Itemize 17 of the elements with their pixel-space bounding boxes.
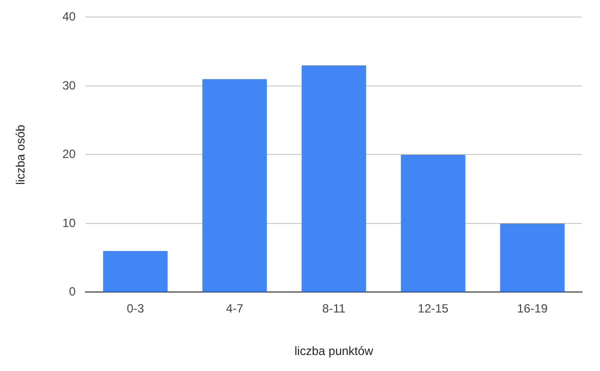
bar [500,223,565,292]
y-tick-label: 0 [69,284,76,299]
y-tick-label: 40 [62,10,76,24]
bar [302,65,366,292]
x-tick-label: 4-7 [226,302,244,316]
y-axis-title: liczba osób [14,124,28,185]
y-tick-label: 10 [62,216,76,230]
x-axis-title: liczba punktów [294,344,374,358]
x-tick-label: 16-19 [517,302,548,316]
y-tick-label: 20 [62,147,76,162]
x-tick-label: 12-15 [418,302,449,316]
x-tick-label: 8-11 [322,302,346,316]
bar [400,154,466,292]
bar [202,79,267,292]
bar [103,250,168,292]
y-tick-label: 30 [62,78,76,92]
x-tick-label: 0-3 [126,302,144,316]
